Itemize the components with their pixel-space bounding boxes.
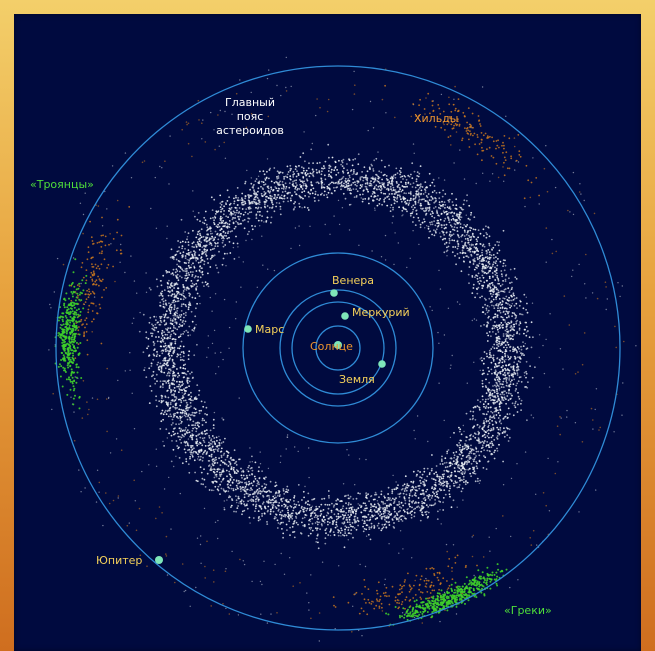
labels: Главный пояс астероидов Хильды «Троянцы»… [30, 96, 552, 617]
mars-orbit [242, 252, 434, 444]
main-asteroid-belt [48, 56, 637, 642]
sun-label: Солнце [310, 340, 353, 353]
mercury-orbit [315, 325, 361, 371]
orbits [55, 65, 621, 631]
earth-label: Земля [339, 373, 375, 386]
venus-marker [330, 289, 338, 297]
greek-asteroids [385, 563, 508, 626]
planets [155, 289, 386, 564]
hildas-asteroids [52, 68, 625, 633]
mercury-marker [341, 312, 349, 320]
earth-marker [378, 360, 386, 368]
mars-marker [244, 325, 252, 333]
diagram-canvas: Главный пояс астероидов Хильды «Троянцы»… [30, 56, 637, 642]
sun-marker [334, 341, 342, 349]
hildas-label: Хильды [414, 112, 459, 125]
mercury-label: Меркурий [352, 306, 410, 319]
earth-orbit [279, 289, 397, 407]
trojan-asteroids [54, 258, 88, 410]
main-belt-label-line1: Главный [225, 96, 275, 109]
jupiter-orbit [55, 65, 621, 631]
main-belt-label-line3: астероидов [216, 124, 284, 137]
venus-label: Венера [332, 274, 374, 287]
mars-label: Марс [255, 323, 284, 336]
jupiter-label: Юпитер [96, 554, 142, 567]
venus-orbit [291, 301, 385, 395]
main-belt-label-line2: пояс [237, 110, 264, 123]
jupiter-marker [155, 556, 163, 564]
trojans-label: «Троянцы» [30, 178, 94, 191]
greeks-label: «Греки» [504, 604, 552, 617]
solar-system-diagram: Главный пояс астероидов Хильды «Троянцы»… [14, 14, 641, 651]
